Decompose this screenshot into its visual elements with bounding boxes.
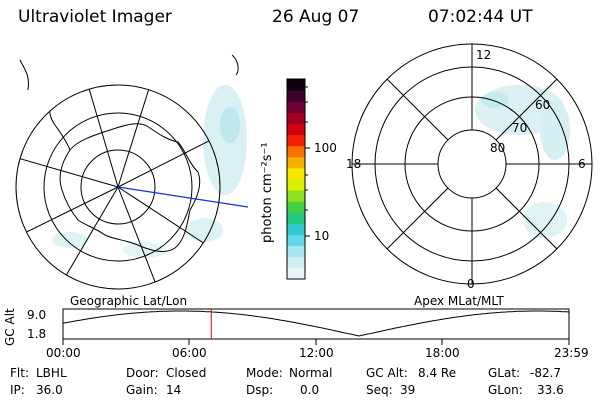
orbit-xtick-1800: 18:00: [425, 346, 460, 360]
colorbar-cell: [287, 179, 305, 191]
left-meridian: [117, 114, 220, 188]
info-mode-label: Mode:: [246, 366, 283, 380]
colorbar-cell: [287, 256, 305, 269]
header-date: 26 Aug 07: [272, 7, 360, 27]
info-glon-value: 33.6: [537, 383, 564, 397]
right-map-caption: Apex MLat/MLT: [414, 294, 504, 308]
mlt-label-6: 6: [578, 157, 586, 171]
colorbar-cell: [287, 145, 305, 158]
mlt-label-0: 0: [467, 277, 475, 291]
left-map-boundary: [15, 84, 221, 290]
info-gain-label: Gain:: [126, 383, 158, 397]
colorbar-cell: [287, 245, 305, 258]
colorbar-unit-label: photon cm⁻²s⁻¹: [260, 142, 275, 243]
info-gcalt-label: GC Alt:: [366, 366, 408, 380]
right-mlat-circle-80: [437, 129, 507, 199]
orbit-plot-frame: [62, 308, 570, 340]
colorbar-frame: [286, 78, 306, 280]
colorbar-cell: [287, 112, 305, 124]
altitude-curve: [63, 310, 569, 337]
colorbar-tick-label-100: 100: [314, 141, 337, 155]
colorbar-cell: [287, 234, 305, 247]
info-ip-value: 36.0: [36, 383, 63, 397]
colorbar-cell: [287, 223, 305, 236]
orbit-ylabel: GC Alt: [3, 308, 17, 346]
info-door-value: Closed: [166, 366, 207, 380]
mlat-label-60: 60: [535, 98, 551, 112]
mlat-label-70: 70: [512, 121, 528, 135]
colorbar: [286, 78, 310, 280]
colorbar-cell: [287, 167, 305, 180]
orbit-xtick-2359: 23:59: [554, 346, 589, 360]
colorbar-cell: [287, 90, 305, 102]
offmap-coastline: [19, 54, 239, 91]
orbit-ytick-min: 1.8: [27, 327, 47, 341]
orbit-ytick-max: 9.0: [27, 308, 47, 322]
mlat-label-80: 80: [490, 141, 506, 155]
colorbar-cell: [287, 201, 305, 213]
orbit-plot: [62, 308, 570, 345]
left-aurora-emission: [52, 85, 247, 258]
orbit-xtick-0000: 00:00: [46, 346, 81, 360]
left-meridian: [59, 85, 119, 188]
colorbar-cell: [287, 101, 305, 113]
info-flt-value: LBHL: [36, 366, 67, 380]
left-lat-circle-70: [43, 112, 193, 262]
right-map-boundary: [351, 43, 593, 285]
left-map-caption: Geographic Lat/Lon: [70, 294, 188, 308]
colorbar-cell: [287, 123, 305, 136]
orbit-xtick-0600: 06:00: [172, 346, 207, 360]
colorbar-cell: [287, 79, 305, 91]
colorbar-tick-label-10: 10: [314, 229, 330, 243]
left-geographic-map: [15, 54, 249, 290]
left-lat-circle-80: [80, 149, 156, 225]
colorbar-cell: [287, 212, 305, 224]
info-seq-label: Seq:: [366, 383, 393, 397]
app-title: Ultraviolet Imager: [18, 7, 172, 27]
header-time: 07:02:44 UT: [428, 7, 533, 27]
info-door-label: Door:: [126, 366, 159, 380]
info-dsp-value: 0.0: [300, 383, 320, 397]
info-glat-label: GLat:: [488, 366, 521, 380]
antarctic-peninsula: [49, 104, 71, 151]
right-mlat-circle-60: [374, 66, 570, 262]
info-glon-label: GLon:: [488, 383, 523, 397]
info-flt-label: Flt:: [10, 366, 29, 380]
info-ip-label: IP:: [10, 383, 25, 397]
south-america-coast: [34, 85, 49, 119]
left-meridian: [16, 149, 119, 188]
orbit-xtick-1200: 12:00: [299, 346, 334, 360]
right-mlat-circle-70: [404, 96, 540, 232]
right-magnetic-map: [351, 43, 593, 285]
colorbar-cell: [287, 190, 305, 202]
sun-direction-line: [117, 186, 249, 208]
info-gcalt-value: 8.4 Re: [418, 366, 457, 380]
left-meridian: [117, 186, 171, 289]
info-glat-value: -82.7: [530, 366, 562, 380]
left-meridian: [117, 186, 220, 281]
info-mode-value: Normal: [289, 366, 333, 380]
left-meridian: [117, 85, 181, 188]
colorbar-cell: [287, 156, 305, 169]
info-seq-value: 39: [400, 383, 416, 397]
mlt-label-12: 12: [476, 48, 492, 62]
colorbar-cell: [287, 267, 305, 280]
info-gain-value: 14: [166, 383, 182, 397]
info-dsp-label: Dsp:: [246, 383, 274, 397]
left-meridian: [16, 186, 119, 251]
antarctica-coastline: [59, 123, 201, 252]
left-meridian: [39, 186, 119, 289]
mlt-label-18: 18: [346, 157, 362, 171]
colorbar-cell: [287, 134, 305, 147]
